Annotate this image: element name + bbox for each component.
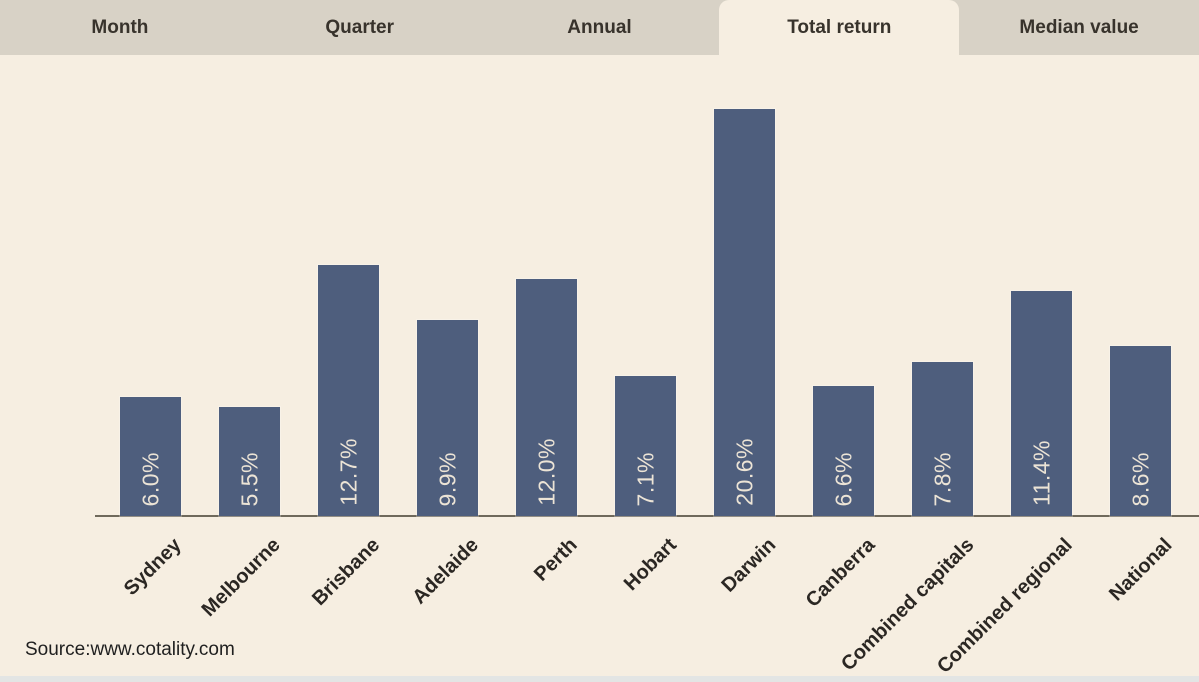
category-label-brisbane: Brisbane <box>307 534 385 611</box>
bar-melbourne[interactable]: 5.5% <box>219 407 280 516</box>
tab-median-value[interactable]: Median value <box>1019 16 1139 38</box>
bar-value-label: 6.6% <box>830 451 856 506</box>
bar-value-label: 11.4% <box>1028 439 1054 506</box>
category-label-national: National <box>1104 534 1177 606</box>
category-label-sydney: Sydney <box>120 534 187 600</box>
bar-sydney[interactable]: 6.0% <box>120 397 181 516</box>
bar-brisbane[interactable]: 12.7% <box>318 265 379 516</box>
category-label-hobart: Hobart <box>619 534 682 596</box>
bar-adelaide[interactable]: 9.9% <box>417 320 478 516</box>
category-label-adelaide: Adelaide <box>408 534 484 609</box>
tab-annual[interactable]: Annual <box>567 16 632 38</box>
bar-value-label: 5.5% <box>236 451 262 506</box>
bar-canberra[interactable]: 6.6% <box>813 386 874 516</box>
tab-month[interactable]: Month <box>91 16 149 38</box>
tab-quarter[interactable]: Quarter <box>325 16 395 38</box>
bar-darwin[interactable]: 20.6% <box>714 109 775 516</box>
bar-value-label: 6.0% <box>137 451 163 506</box>
bar-combined-regional[interactable]: 11.4% <box>1011 291 1072 516</box>
bar-value-label: 12.0% <box>533 438 559 506</box>
bar-hobart[interactable]: 7.1% <box>615 376 676 516</box>
bar-perth[interactable]: 12.0% <box>516 279 577 516</box>
bottom-edge-strip <box>0 676 1199 682</box>
bar-value-label: 20.6% <box>731 438 757 506</box>
source-text: Source:www.cotality.com <box>25 639 235 660</box>
bar-value-label: 7.8% <box>929 451 955 506</box>
bar-value-label: 8.6% <box>1127 451 1153 506</box>
bar-national[interactable]: 8.6% <box>1110 346 1171 516</box>
tab-total-return[interactable]: Total return <box>719 0 960 55</box>
category-label-canberra: Canberra <box>801 534 880 612</box>
category-label-darwin: Darwin <box>717 534 781 597</box>
category-label-perth: Perth <box>530 534 583 586</box>
category-label-melbourne: Melbourne <box>197 534 286 622</box>
bar-value-label: 7.1% <box>632 451 658 506</box>
x-axis-line <box>95 515 1199 517</box>
bar-combined-capitals[interactable]: 7.8% <box>912 362 973 516</box>
bar-value-label: 12.7% <box>335 438 361 506</box>
chart-tab-bar: Month Quarter Annual Total return Median val… <box>0 0 1199 55</box>
bar-value-label: 9.9% <box>434 451 460 506</box>
